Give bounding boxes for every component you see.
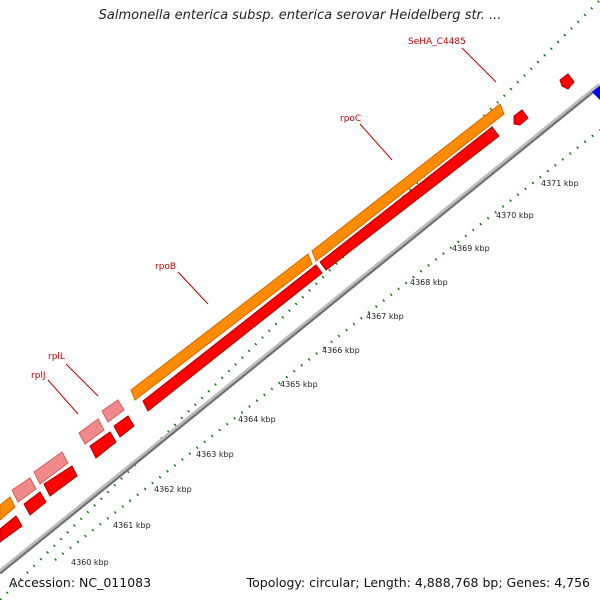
tick-label-4366: 4366 kbp [322,346,360,355]
feature-light-1[interactable] [101,399,125,423]
tick-label-4371: 4371 kbp [541,179,579,188]
feature-blue[interactable] [592,86,600,100]
orange-gene-track [0,103,505,521]
tick-label-4361: 4361 kbp [113,521,151,530]
gene-label-rpob: rpoB [155,262,176,272]
gene-partial-orange[interactable] [0,496,16,521]
summary-text: Topology: circular; Length: 4,888,768 bp… [246,575,590,590]
forward-cds-track [0,73,575,543]
cds-small-2[interactable] [559,73,575,90]
tick-label-4370: 4370 kbp [496,211,534,220]
feature-light-2[interactable] [78,418,105,445]
backbone-edge [0,85,600,575]
tick-label-4367: 4367 kbp [366,312,404,321]
tick-label-4369: 4369 kbp [452,244,490,253]
cds-rplJ-red[interactable] [89,431,117,459]
gene-rpoB-red[interactable] [142,264,323,412]
gene-rpoC-red[interactable] [319,126,500,271]
tick-label-4364: 4364 kbp [238,415,276,424]
backbone [0,83,600,574]
feature-light-4[interactable] [11,477,37,503]
feature-light-3[interactable] [33,451,69,485]
cds-low-2[interactable] [23,491,47,516]
gene-rpoB-orange[interactable] [130,253,313,401]
cds-rplL-red[interactable] [113,415,135,438]
tick-label-4368: 4368 kbp [410,278,448,287]
tick-label-4362: 4362 kbp [154,485,192,494]
gene-label-rpll: rplL [48,352,65,362]
tick-label-4360: 4360 kbp [71,558,109,567]
gene-label-rplj: rplJ [31,371,46,381]
tick-label-4365: 4365 kbp [280,380,318,389]
label-leaders [47,47,497,415]
light-feature-track [11,399,125,503]
cds-low-1[interactable] [43,465,78,497]
cds-low-3[interactable] [0,515,23,543]
gene-label-rpoc: rpoC [340,114,361,124]
map-title: Salmonella enterica subsp. enterica sero… [98,8,502,23]
lower-tick-track [54,129,600,561]
cds-small-1[interactable] [513,109,529,126]
gene-rpoC-orange[interactable] [311,103,505,262]
tick-label-4363: 4363 kbp [196,450,234,459]
gene-label-sehac4485: SeHA_C4485 [408,37,466,47]
accession-text: Accession: NC_011083 [9,575,152,590]
